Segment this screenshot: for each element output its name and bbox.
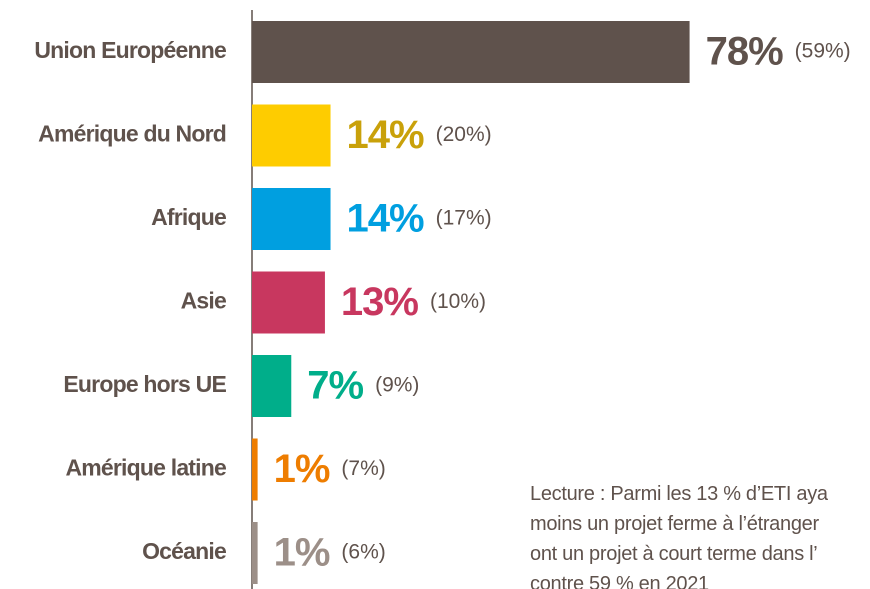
- value-label: 1%: [274, 447, 330, 491]
- category-label: Union Européenne: [34, 37, 226, 63]
- bar: [252, 271, 325, 334]
- annotation: Lecture : Parmi les 13 % d’ETI aya: [530, 483, 829, 505]
- category-label: Asie: [181, 288, 226, 314]
- category-label: Afrique: [151, 204, 226, 230]
- value-label: 13%: [341, 280, 418, 324]
- category-label: Europe hors UE: [63, 371, 226, 397]
- previous-value-label: (17%): [436, 207, 492, 230]
- bar: [252, 522, 258, 584]
- previous-value-label: (10%): [430, 290, 486, 313]
- annotation: moins un projet ferme à l’étranger: [530, 513, 819, 535]
- annotation: contre 59 % en 2021: [530, 573, 709, 589]
- previous-value-label: (7%): [341, 457, 385, 480]
- previous-value-label: (59%): [795, 40, 851, 63]
- category-label: Amérique du Nord: [38, 121, 226, 147]
- value-label: 78%: [706, 30, 783, 74]
- previous-value-label: (6%): [341, 541, 385, 564]
- bar: [252, 355, 292, 417]
- value-label: 7%: [307, 364, 363, 408]
- previous-value-label: (20%): [436, 123, 492, 146]
- bar: [252, 21, 690, 83]
- bar: [252, 188, 331, 250]
- value-label: 1%: [274, 531, 330, 575]
- value-label: 14%: [347, 197, 424, 241]
- bar: [252, 104, 331, 167]
- previous-value-label: (9%): [375, 374, 419, 397]
- value-label: 14%: [347, 113, 424, 157]
- bar: [252, 438, 258, 501]
- category-label: Océanie: [142, 538, 226, 564]
- annotation: ont un projet à court terme dans l’: [530, 543, 817, 565]
- category-label: Amérique latine: [65, 455, 226, 481]
